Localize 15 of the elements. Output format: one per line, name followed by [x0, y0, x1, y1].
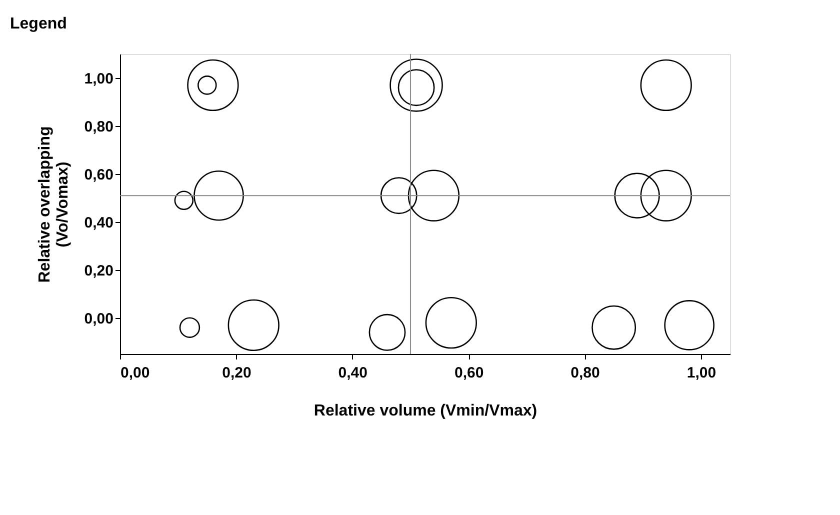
y-tick-label: 0,60 [84, 166, 114, 184]
y-tick-label: 1,00 [84, 70, 114, 88]
x-axis-title: Relative volume (Vmin/Vmax) [314, 402, 538, 420]
x-tick-label: 0,00 [120, 364, 150, 382]
y-tick-label: 0,80 [84, 118, 114, 136]
x-tick-label: 1,00 [686, 364, 716, 382]
x-tick-label: 0,60 [454, 364, 484, 382]
y-tick-label: 0,40 [84, 214, 114, 232]
x-tick-label: 0,80 [570, 364, 600, 382]
y-axis-title: Relative overlapping (Vo/Vomax) [36, 126, 72, 283]
y-tick-label: 0,20 [84, 262, 114, 280]
x-tick-label: 0,40 [338, 364, 368, 382]
x-tick-label: 0,20 [222, 364, 252, 382]
y-tick-label: 0,00 [84, 310, 114, 328]
chart-title: Legend [10, 16, 67, 32]
